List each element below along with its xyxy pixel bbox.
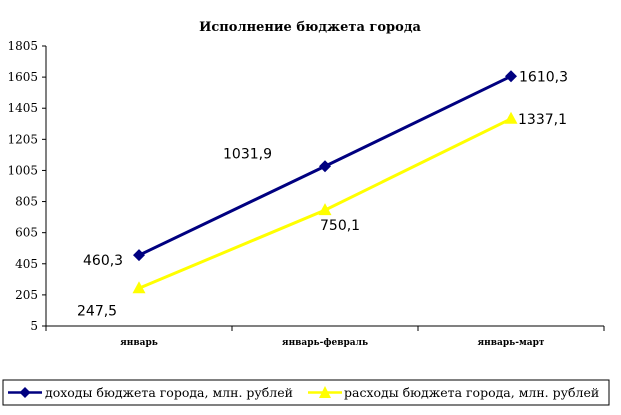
y-tick-label: 605 <box>15 226 38 240</box>
data-label-expenses: 247,5 <box>77 303 117 319</box>
data-label-expenses: 1337,1 <box>518 112 567 128</box>
legend-item-expenses: расходы бюджета города, млн. рублей <box>308 385 599 400</box>
x-tick-label: январь <box>120 338 158 348</box>
series-group <box>132 70 518 294</box>
data-point-income <box>319 160 331 173</box>
legend-label-income: доходы бюджета города, млн. рублей <box>45 385 293 400</box>
y-tick-group: 1805 1605 1405 1205 1005 805 605 405 205 5 <box>7 39 46 333</box>
triangle-marker-icon <box>319 386 331 398</box>
x-tick-group: январь январь-февраль январь-март <box>45 326 605 348</box>
y-tick-label: 1205 <box>7 132 38 146</box>
y-tick-label: 1605 <box>7 70 38 84</box>
data-label-expenses: 750,1 <box>320 218 360 234</box>
data-label-income: 1610,3 <box>519 69 568 85</box>
legend-item-income: доходы бюджета города, млн. рублей <box>8 385 293 400</box>
y-tick-label: 805 <box>15 195 38 209</box>
legend-box <box>2 379 610 406</box>
y-tick-label: 1805 <box>7 39 38 53</box>
y-tick-label: 205 <box>15 288 38 302</box>
y-tick-label: 405 <box>15 257 38 271</box>
data-point-expenses <box>504 111 518 124</box>
data-point-expenses <box>132 281 146 294</box>
data-point-income <box>133 249 145 262</box>
x-tick-label: январь-февраль <box>282 338 368 348</box>
y-tick-label: 1005 <box>7 163 38 177</box>
legend: доходы бюджета города, млн. рублей расхо… <box>2 379 610 406</box>
legend-label-expenses: расходы бюджета города, млн. рублей <box>344 385 599 400</box>
plot-axes <box>45 46 604 327</box>
diamond-marker-icon <box>19 387 31 398</box>
y-tick-label: 1405 <box>7 101 38 115</box>
data-point-income <box>505 70 517 83</box>
data-label-group: 460,3 1031,9 1610,3 247,5 750,1 1337,1 <box>77 69 568 319</box>
x-tick-label: январь-март <box>478 338 545 348</box>
data-point-expenses <box>318 203 332 216</box>
chart-title: Исполнение бюджета города <box>199 20 421 35</box>
data-label-income: 1031,9 <box>223 146 272 162</box>
y-tick-label: 5 <box>30 319 38 333</box>
data-label-income: 460,3 <box>83 253 123 269</box>
